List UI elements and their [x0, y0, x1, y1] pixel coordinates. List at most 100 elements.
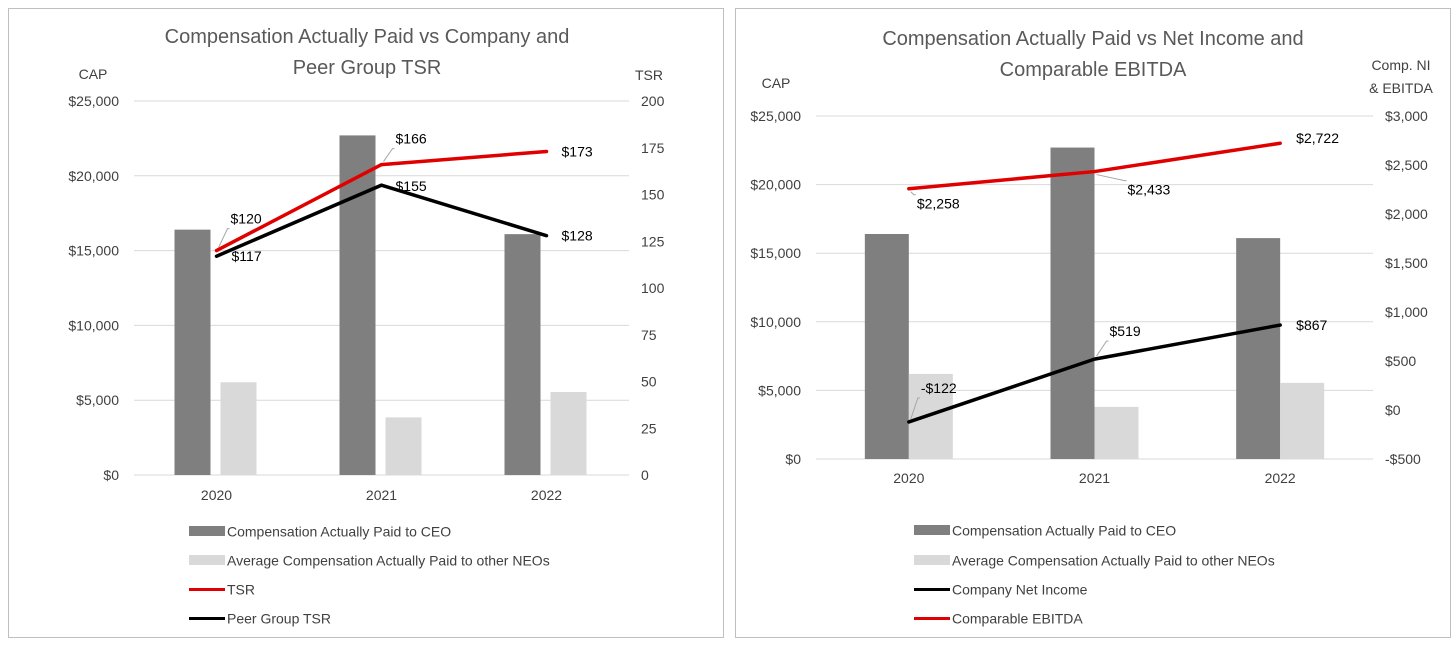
y-tick-label-left: $25,000 — [750, 108, 801, 124]
legend-item: Compensation Actually Paid to CEO — [189, 521, 451, 539]
y-axis-right-title: TSR — [635, 67, 663, 83]
legend-item: Company Net Income — [914, 579, 1087, 597]
y-tick-label-right: 125 — [641, 233, 665, 249]
data-label: $173 — [562, 143, 593, 159]
y-tick-label-left: $5,000 — [758, 382, 801, 398]
y-axis-right-title: Comp. NI — [1371, 57, 1430, 73]
bar — [339, 135, 376, 475]
bar — [504, 234, 541, 475]
y-tick-label-left: $20,000 — [750, 177, 801, 193]
series-line — [214, 149, 549, 253]
y-tick-label-left: $20,000 — [68, 168, 119, 184]
bar — [550, 391, 587, 475]
y-tick-label-right: 150 — [641, 187, 665, 203]
chart-panel-tsr: Compensation Actually Paid vs Company an… — [8, 8, 724, 638]
legend-label: Comparable EBITDA — [952, 610, 1083, 627]
y-tick-label-right: 25 — [641, 420, 657, 436]
chart-tsr: Compensation Actually Paid vs Company an… — [68, 26, 665, 503]
legend-swatch — [914, 587, 950, 591]
y-tick-label-right: 0 — [641, 467, 649, 483]
legend-item: Compensation Actually Paid to CEO — [914, 520, 1176, 538]
legend-label: Average Compensation Actually Paid to ot… — [227, 552, 550, 569]
data-label-leader — [1096, 174, 1127, 182]
bar — [1050, 147, 1095, 459]
chart-title: Compensation Actually Paid vs Net Income… — [882, 28, 1303, 50]
bar — [385, 417, 422, 475]
y-tick-label-right: $1,500 — [1385, 255, 1428, 271]
legend-swatch — [189, 587, 225, 591]
y-tick-label-right: 200 — [641, 93, 665, 109]
legend-swatch — [914, 525, 950, 536]
series-line — [907, 141, 1282, 191]
y-tick-label-left: $15,000 — [68, 243, 119, 259]
data-label: $867 — [1296, 317, 1327, 333]
y-tick-label-left: $15,000 — [750, 245, 801, 261]
legend-item: Comparable EBITDA — [914, 608, 1083, 626]
data-label: $120 — [231, 211, 262, 227]
chart-panel-ebitda: Compensation Actually Paid vs Net Income… — [735, 8, 1451, 638]
chart-title: Comparable EBITDA — [1000, 59, 1187, 81]
legend-swatch — [189, 616, 225, 620]
y-tick-label-right: $0 — [1385, 402, 1401, 418]
data-label-leader — [910, 191, 916, 196]
x-tick-label: 2022 — [1265, 470, 1296, 486]
y-tick-label-right: 75 — [641, 327, 657, 343]
bar — [1236, 238, 1281, 459]
chart-title: Compensation Actually Paid vs Company an… — [165, 26, 570, 48]
bar — [864, 233, 909, 459]
y-tick-label-left: $25,000 — [68, 93, 119, 109]
x-tick-label: 2020 — [201, 487, 232, 503]
y-tick-label-right: $500 — [1385, 353, 1416, 369]
legend-swatch — [189, 526, 225, 537]
y-tick-label-right: 50 — [641, 374, 657, 390]
x-tick-label: 2020 — [893, 470, 924, 486]
y-axis-left-title: CAP — [762, 75, 791, 91]
legend-label: Compensation Actually Paid to CEO — [227, 523, 452, 540]
legend-swatch — [189, 555, 225, 566]
y-tick-label-right: -$500 — [1385, 451, 1421, 467]
data-label: $2,258 — [917, 196, 960, 212]
legend-label: Peer Group TSR — [227, 610, 332, 627]
data-label: $519 — [1110, 323, 1141, 339]
legend-label: Compensation Actually Paid to CEO — [952, 522, 1177, 539]
data-label-leader — [910, 397, 920, 420]
bar — [174, 229, 211, 475]
y-axis-left-title: CAP — [79, 66, 108, 82]
x-tick-label: 2022 — [531, 487, 562, 503]
legend-item: Peer Group TSR — [189, 608, 331, 626]
data-label: $166 — [396, 131, 427, 147]
data-label-leader — [383, 148, 395, 162]
bar — [908, 373, 953, 459]
y-tick-label-left: $10,000 — [750, 314, 801, 330]
y-tick-label-left: $5,000 — [76, 392, 119, 408]
bar — [1280, 382, 1325, 459]
y-tick-label-left: $0 — [103, 467, 119, 483]
legend-item: TSR — [189, 579, 255, 597]
data-label: $2,433 — [1128, 182, 1171, 198]
legend-label: Company Net Income — [952, 581, 1088, 598]
data-label: $155 — [396, 178, 427, 194]
data-label-leader — [218, 228, 230, 248]
y-axis-right-title: & EBITDA — [1369, 80, 1433, 96]
legend-swatch — [914, 555, 950, 566]
y-tick-label-left: $0 — [785, 451, 801, 467]
legend-item: Average Compensation Actually Paid to ot… — [914, 550, 1275, 568]
y-tick-label-left: $10,000 — [68, 317, 119, 333]
y-tick-label-right: $3,000 — [1385, 108, 1428, 124]
legend-swatch — [914, 616, 950, 620]
data-label: $2,722 — [1296, 130, 1339, 146]
y-tick-label-right: $2,000 — [1385, 206, 1428, 222]
bar — [220, 382, 257, 475]
data-label: $117 — [232, 248, 262, 264]
legend-label: TSR — [227, 581, 255, 598]
legend-label: Average Compensation Actually Paid to ot… — [952, 552, 1275, 569]
series-line — [214, 183, 549, 258]
series-line — [907, 323, 1282, 424]
y-tick-label-right: $1,000 — [1385, 304, 1428, 320]
data-label-leader — [1096, 340, 1109, 357]
chart-ebitda: Compensation Actually Paid vs Net Income… — [750, 28, 1433, 486]
y-tick-label-right: $2,500 — [1385, 157, 1428, 173]
data-label: -$122 — [921, 380, 957, 396]
y-tick-label-right: 100 — [641, 280, 665, 296]
x-tick-label: 2021 — [1079, 470, 1110, 486]
